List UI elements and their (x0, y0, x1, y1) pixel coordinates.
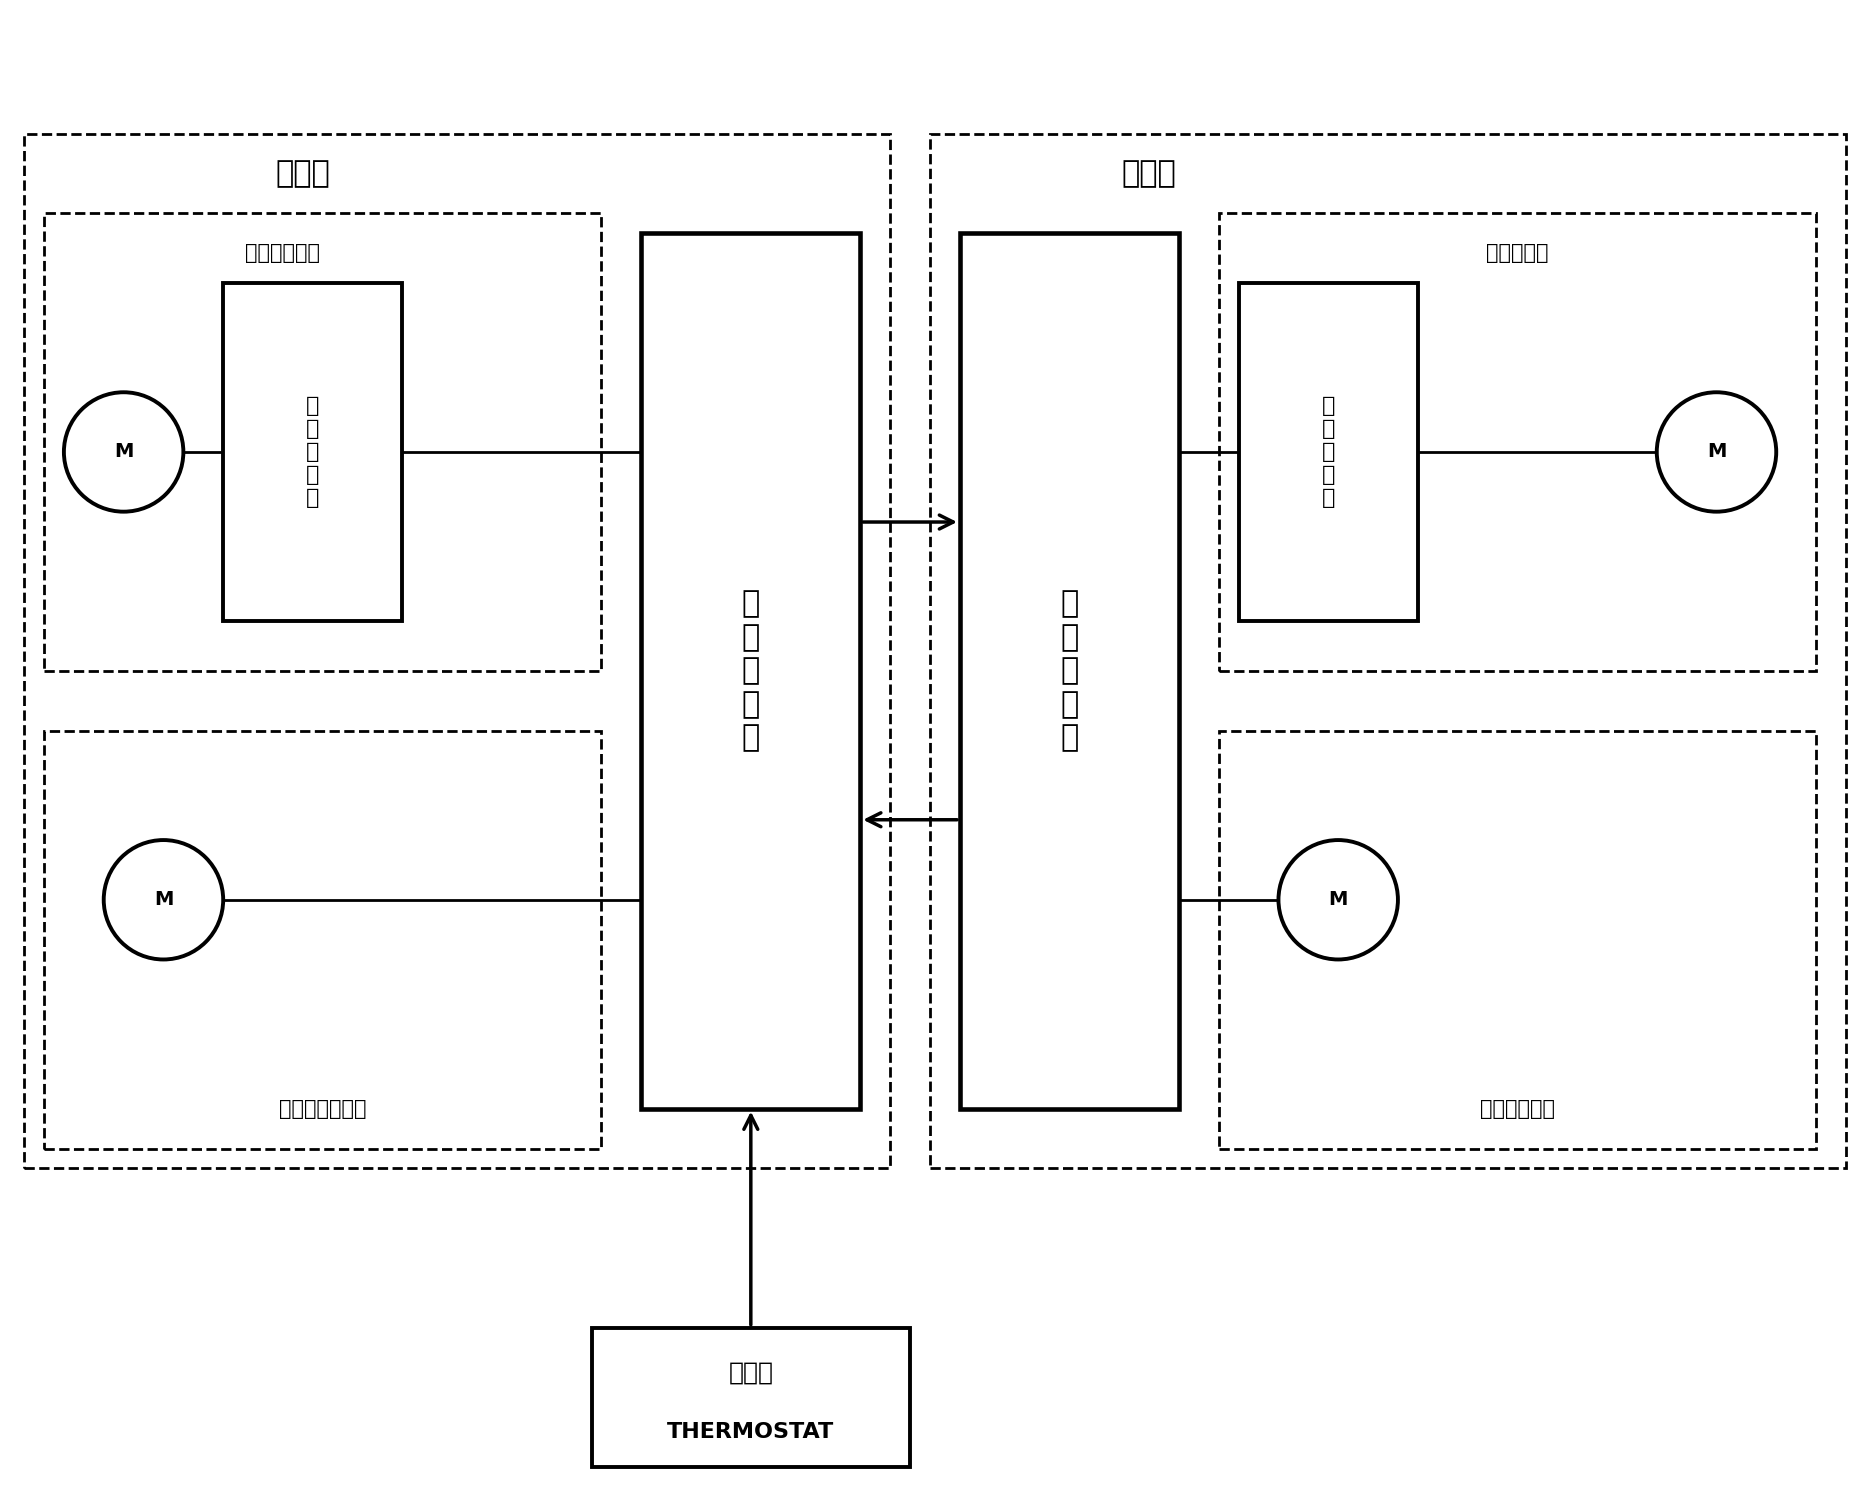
Text: 燃气引风机电机: 燃气引风机电机 (279, 1099, 367, 1118)
Text: THERMOSTAT: THERMOSTAT (668, 1421, 834, 1442)
Text: 压缩机电机: 压缩机电机 (1487, 243, 1548, 263)
Text: 室
外
控
制
器: 室 外 控 制 器 (1060, 590, 1079, 752)
Bar (24, 134, 890, 1168)
Circle shape (1279, 841, 1399, 959)
Circle shape (1657, 392, 1776, 512)
Bar (929, 134, 1846, 1168)
Bar (641, 233, 860, 1109)
Bar (959, 233, 1178, 1109)
Circle shape (103, 841, 223, 959)
Bar (45, 731, 602, 1148)
Text: 室内机: 室内机 (275, 159, 331, 188)
Circle shape (64, 392, 183, 512)
Text: M: M (1328, 890, 1348, 910)
Text: 室外机: 室外机 (1122, 159, 1176, 188)
Bar (1219, 213, 1816, 671)
Text: M: M (1707, 443, 1726, 461)
Text: 轴流风扇电机: 轴流风扇电机 (1479, 1099, 1554, 1118)
Text: 温控器: 温控器 (727, 1360, 774, 1384)
Text: 电
机
控
制
器: 电 机 控 制 器 (307, 396, 320, 509)
Bar (591, 1328, 911, 1466)
Bar (223, 282, 402, 621)
Text: M: M (114, 443, 133, 461)
Bar (1219, 731, 1816, 1148)
Text: 室
内
控
制
器: 室 内 控 制 器 (742, 590, 759, 752)
Text: 电
机
控
制
器: 电 机 控 制 器 (1322, 396, 1335, 509)
Text: M: M (153, 890, 174, 910)
Bar (45, 213, 602, 671)
Bar (1238, 282, 1417, 621)
Text: 离心式鼓风机: 离心式鼓风机 (245, 243, 320, 263)
